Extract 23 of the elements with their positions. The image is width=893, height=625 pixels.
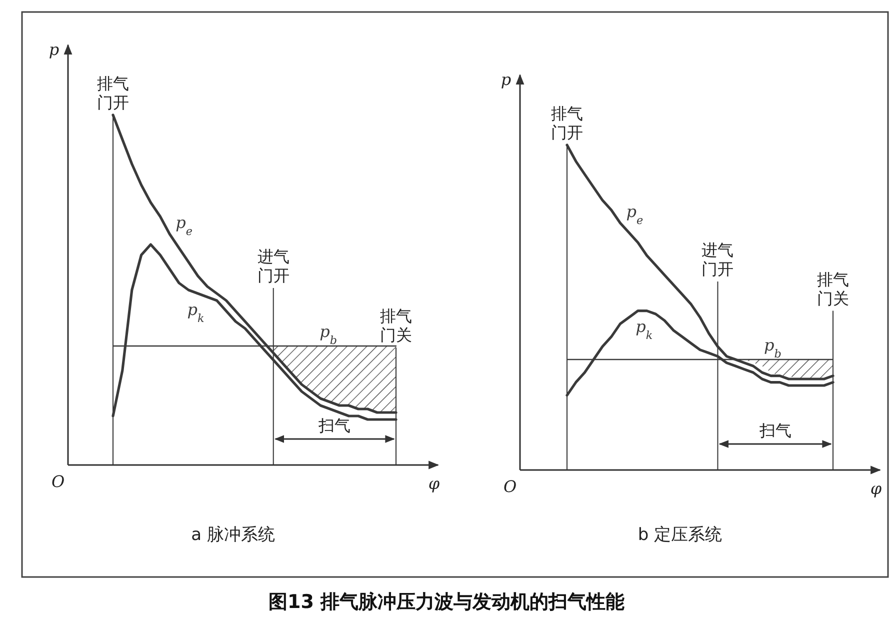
- text: O: [503, 477, 517, 496]
- series-label: p$_{b}$: [320, 322, 338, 346]
- text: a 脉冲系统: [191, 525, 275, 545]
- series-label: p$_{e}$: [626, 202, 644, 226]
- y-axis-title: p: [48, 40, 60, 59]
- series-label: p$_{k}$: [636, 317, 653, 342]
- y-axis-title: p: [500, 70, 512, 89]
- text: O: [51, 472, 65, 491]
- annotation: 进气门开: [702, 240, 734, 278]
- series-label: p$_{k}$: [187, 300, 205, 324]
- text: 排气门开: [551, 104, 583, 142]
- annotation: 排气门关: [817, 270, 849, 308]
- series-label: p$_{e}$: [176, 213, 193, 238]
- annotation: 扫气: [758, 421, 792, 440]
- annotation: 排气门关: [380, 306, 412, 344]
- text: b 定压系统: [638, 525, 722, 545]
- x-axis-title: φ: [870, 479, 882, 498]
- x-axis-title: φ: [428, 474, 440, 493]
- annotation: 进气门开: [257, 247, 290, 285]
- annotation: 扫气: [318, 416, 351, 435]
- text: 排气门开: [97, 74, 129, 112]
- caption: 图13 排气脉冲压力波与发动机的扫气性能: [268, 591, 625, 613]
- series-label: p$_{b}$: [764, 336, 782, 360]
